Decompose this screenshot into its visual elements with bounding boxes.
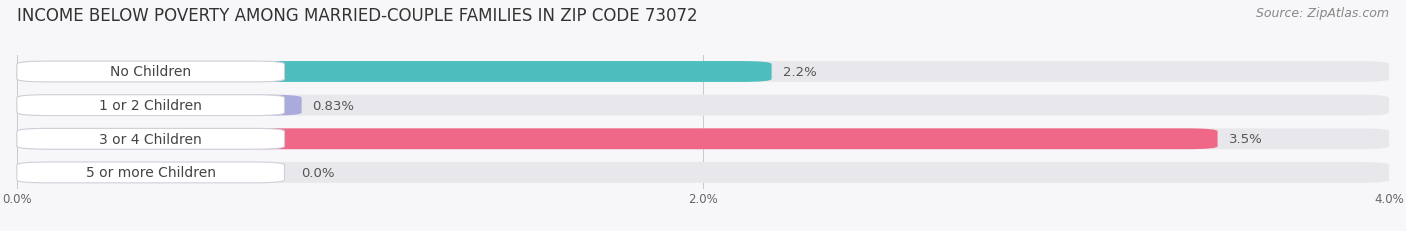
FancyBboxPatch shape xyxy=(17,162,1389,183)
Text: 0.0%: 0.0% xyxy=(301,166,335,179)
Text: 1 or 2 Children: 1 or 2 Children xyxy=(100,99,202,113)
FancyBboxPatch shape xyxy=(17,62,284,82)
Text: INCOME BELOW POVERTY AMONG MARRIED-COUPLE FAMILIES IN ZIP CODE 73072: INCOME BELOW POVERTY AMONG MARRIED-COUPL… xyxy=(17,7,697,25)
Text: 3.5%: 3.5% xyxy=(1229,133,1263,146)
Text: 3 or 4 Children: 3 or 4 Children xyxy=(100,132,202,146)
FancyBboxPatch shape xyxy=(17,62,772,82)
FancyBboxPatch shape xyxy=(17,95,284,116)
Text: Source: ZipAtlas.com: Source: ZipAtlas.com xyxy=(1256,7,1389,20)
Text: 0.83%: 0.83% xyxy=(312,99,354,112)
FancyBboxPatch shape xyxy=(17,95,1389,116)
FancyBboxPatch shape xyxy=(17,129,1389,149)
FancyBboxPatch shape xyxy=(17,129,1218,149)
Text: No Children: No Children xyxy=(110,65,191,79)
Text: 2.2%: 2.2% xyxy=(783,66,817,79)
FancyBboxPatch shape xyxy=(17,162,284,183)
FancyBboxPatch shape xyxy=(17,62,1389,82)
Text: 5 or more Children: 5 or more Children xyxy=(86,166,215,180)
FancyBboxPatch shape xyxy=(17,95,302,116)
FancyBboxPatch shape xyxy=(17,129,284,149)
